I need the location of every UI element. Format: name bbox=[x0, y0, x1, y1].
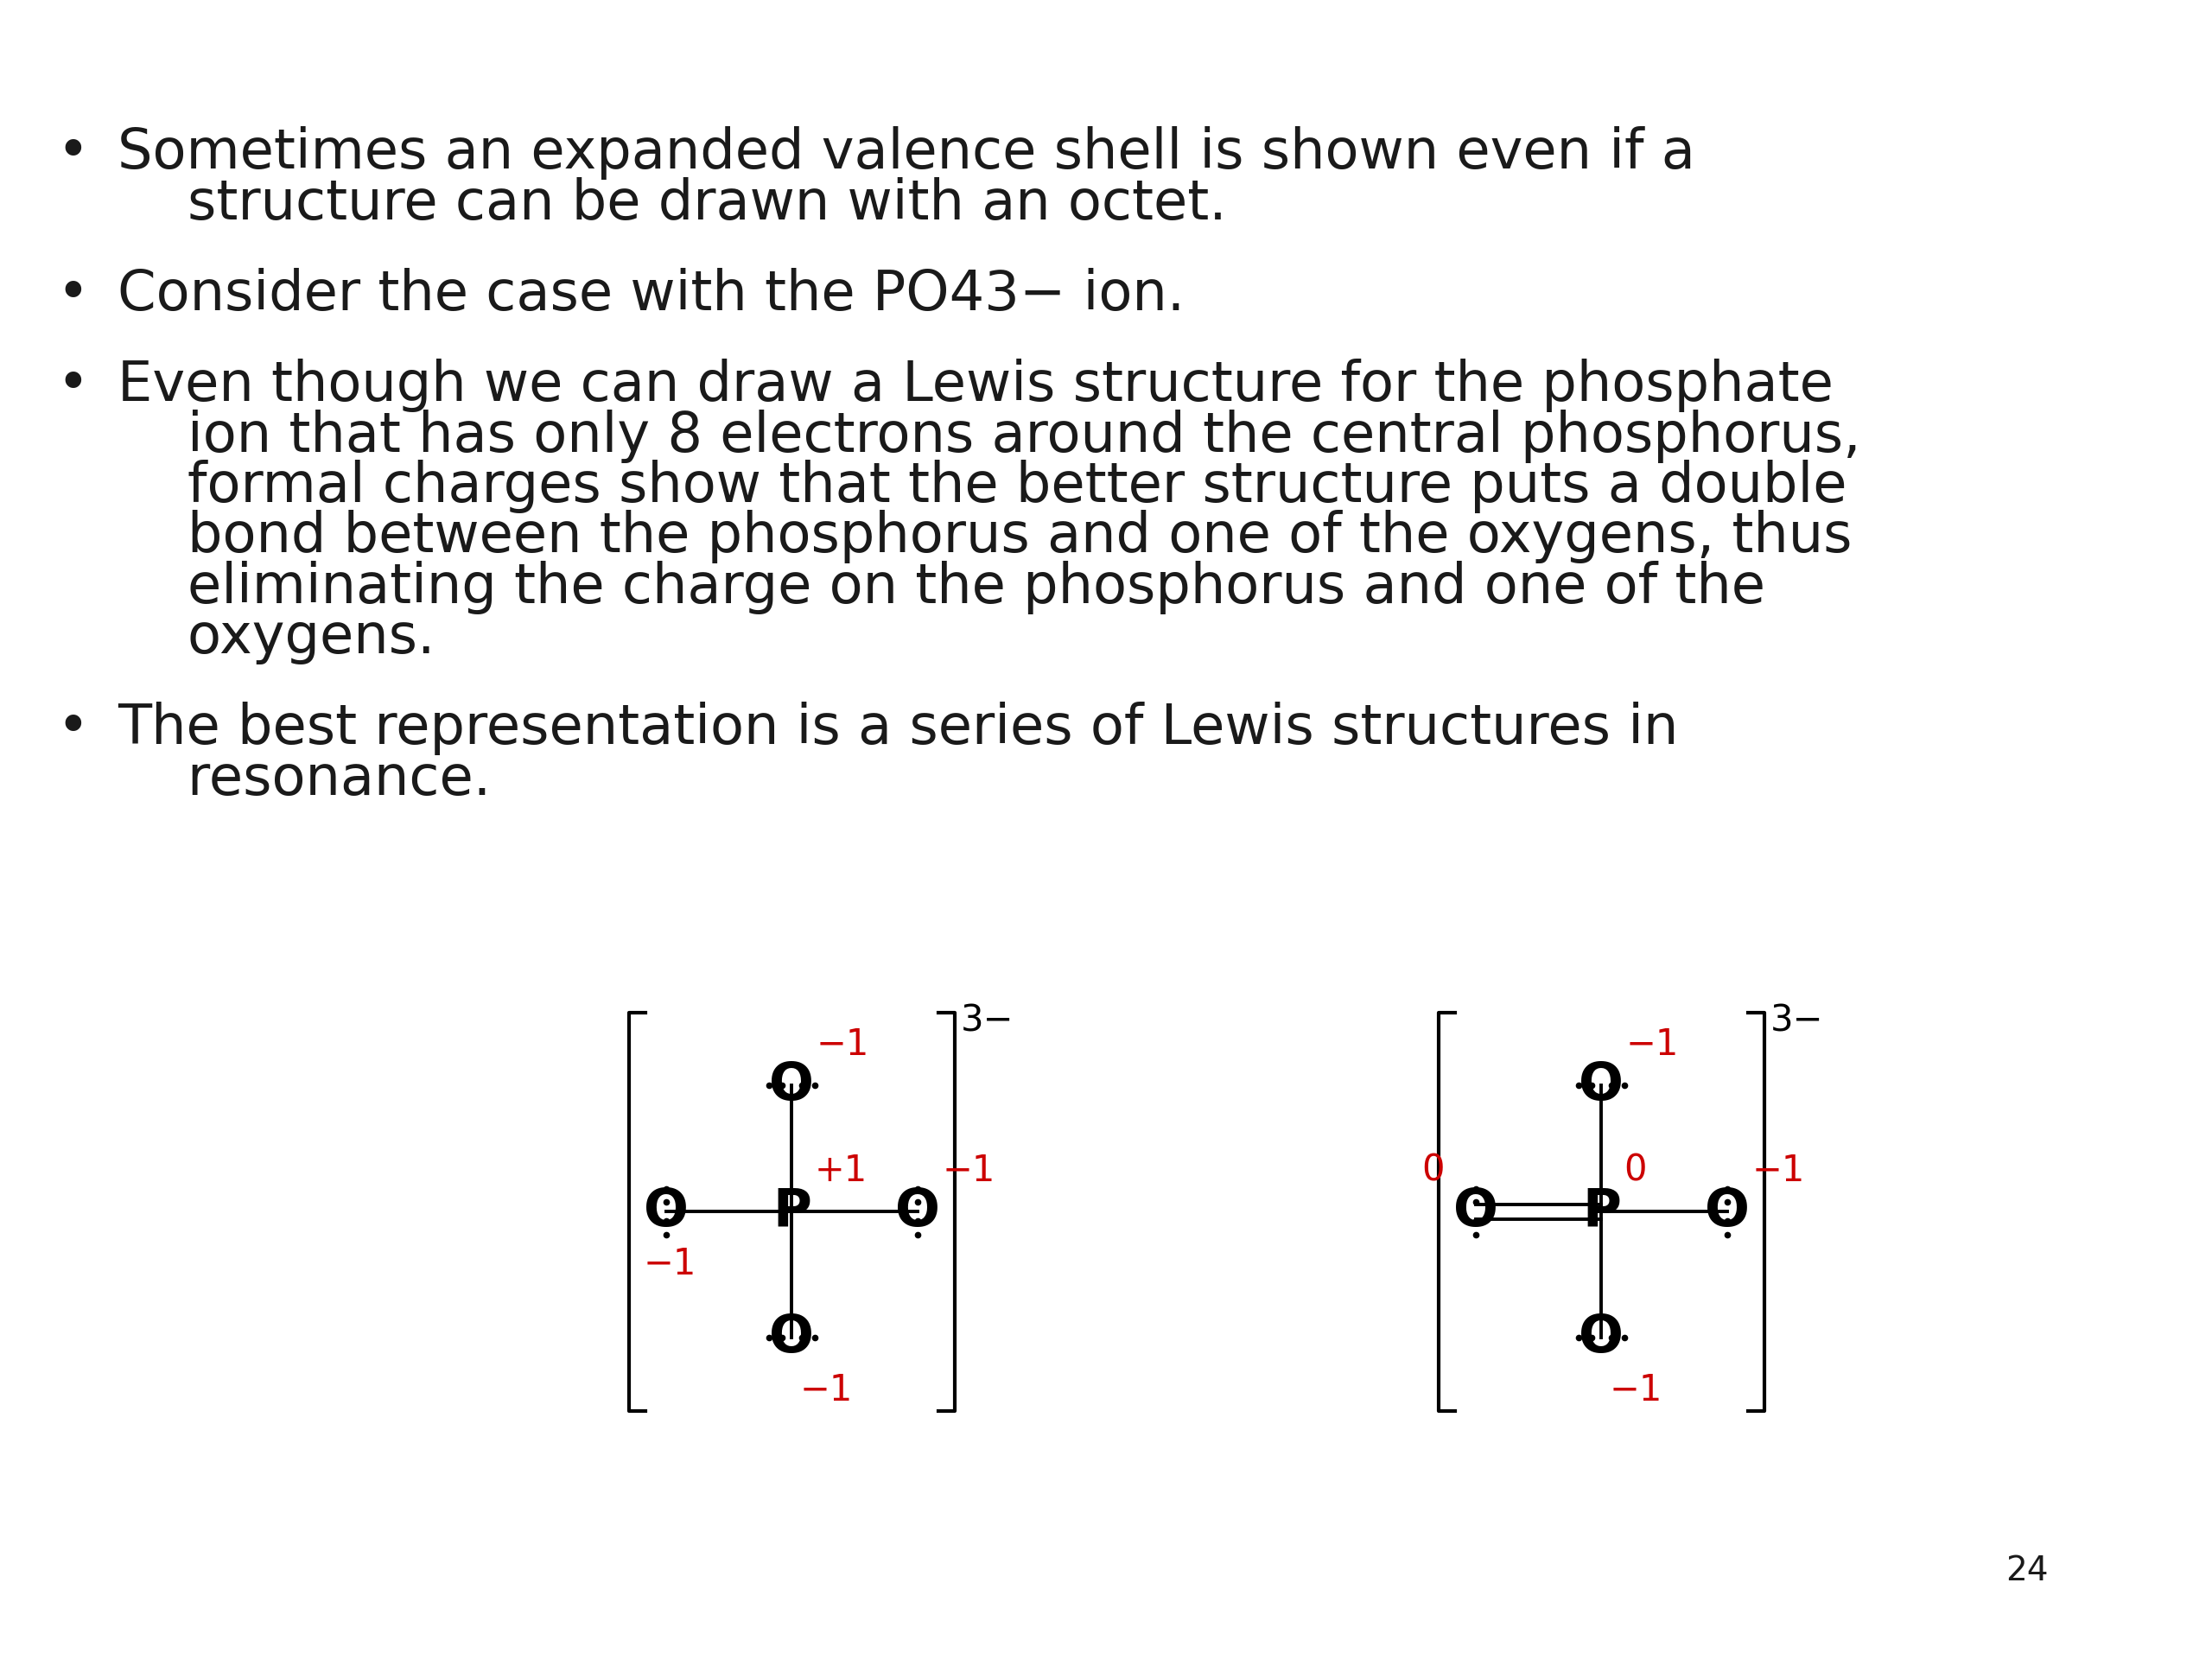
Text: 0: 0 bbox=[1422, 1153, 1444, 1190]
Text: P: P bbox=[1582, 1186, 1621, 1238]
Text: −1: −1 bbox=[1610, 1372, 1663, 1408]
Text: −1: −1 bbox=[644, 1246, 697, 1282]
Text: •: • bbox=[58, 358, 88, 413]
Text: P: P bbox=[772, 1186, 812, 1238]
Text: −1: −1 bbox=[942, 1153, 995, 1190]
Text: ion that has only 8 electrons around the central phosphorus,: ion that has only 8 electrons around the… bbox=[117, 410, 1860, 463]
Text: O: O bbox=[1579, 1060, 1624, 1112]
Text: Even though we can draw a Lewis structure for the phosphate: Even though we can draw a Lewis structur… bbox=[117, 358, 1834, 413]
Text: The best representation is a series of Lewis structures in: The best representation is a series of L… bbox=[117, 702, 1679, 755]
Text: 0: 0 bbox=[1624, 1153, 1648, 1190]
Text: −1: −1 bbox=[1626, 1027, 1679, 1063]
Text: O: O bbox=[1579, 1312, 1624, 1364]
Text: •: • bbox=[58, 126, 88, 179]
Text: O: O bbox=[644, 1186, 688, 1238]
Text: −1: −1 bbox=[816, 1027, 869, 1063]
Text: O: O bbox=[770, 1312, 814, 1364]
Text: resonance.: resonance. bbox=[117, 752, 491, 806]
Text: −1: −1 bbox=[1752, 1153, 1805, 1190]
Text: −1: −1 bbox=[801, 1372, 854, 1408]
Text: +1: +1 bbox=[814, 1153, 867, 1190]
Text: 3−: 3− bbox=[960, 1002, 1013, 1039]
Text: O: O bbox=[1705, 1186, 1750, 1238]
Text: O: O bbox=[896, 1186, 940, 1238]
Text: •: • bbox=[58, 267, 88, 322]
Text: 3−: 3− bbox=[1770, 1002, 1823, 1039]
Text: O: O bbox=[1453, 1186, 1498, 1238]
Text: •: • bbox=[58, 702, 88, 755]
Text: Sometimes an expanded valence shell is shown even if a: Sometimes an expanded valence shell is s… bbox=[117, 126, 1697, 179]
Text: bond between the phosphorus and one of the oxygens, thus: bond between the phosphorus and one of t… bbox=[117, 509, 1851, 564]
Text: Consider the case with the PO43− ion.: Consider the case with the PO43− ion. bbox=[117, 267, 1186, 322]
Text: formal charges show that the better structure puts a double: formal charges show that the better stru… bbox=[117, 460, 1847, 513]
Text: 24: 24 bbox=[2006, 1554, 2048, 1588]
Text: oxygens.: oxygens. bbox=[117, 611, 436, 664]
Text: eliminating the charge on the phosphorus and one of the: eliminating the charge on the phosphorus… bbox=[117, 561, 1765, 614]
Text: structure can be drawn with an octet.: structure can be drawn with an octet. bbox=[117, 178, 1228, 231]
Text: O: O bbox=[770, 1060, 814, 1112]
